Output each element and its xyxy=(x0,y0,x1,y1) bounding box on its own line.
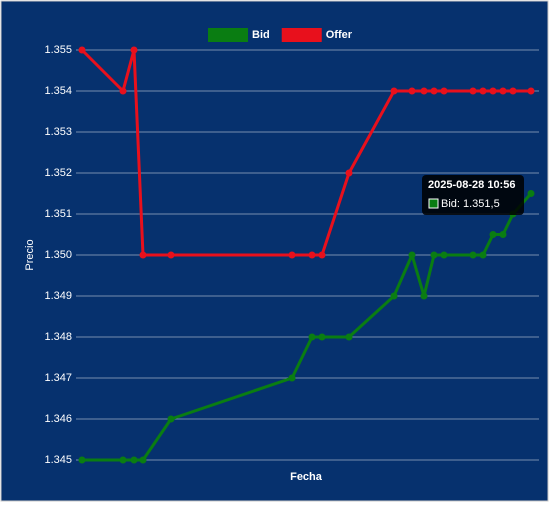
point xyxy=(489,87,497,95)
tooltip-title: 2025-08-28 10:56 xyxy=(428,179,515,191)
y-tick-label: 1.346 xyxy=(44,413,72,425)
legend-label: Bid xyxy=(252,29,270,41)
point xyxy=(390,292,398,300)
point xyxy=(479,251,487,259)
point xyxy=(78,456,86,464)
point xyxy=(167,251,175,259)
point xyxy=(345,169,353,177)
y-tick-label: 1.355 xyxy=(44,44,72,56)
point xyxy=(130,456,138,464)
point xyxy=(119,456,127,464)
point xyxy=(119,87,127,95)
y-tick-label: 1.349 xyxy=(44,290,72,302)
point xyxy=(308,333,316,341)
y-tick-label: 1.352 xyxy=(44,167,72,179)
y-tick-label: 1.345 xyxy=(44,454,72,466)
y-tick-label: 1.350 xyxy=(44,249,72,261)
point xyxy=(308,251,316,259)
tooltip-box xyxy=(422,175,524,215)
point xyxy=(469,87,477,95)
legend-swatch xyxy=(208,28,248,42)
series-line xyxy=(82,192,533,462)
point xyxy=(408,251,416,259)
point xyxy=(440,87,448,95)
point xyxy=(390,87,398,95)
point xyxy=(479,87,487,95)
point xyxy=(489,231,497,238)
legend-swatch xyxy=(281,28,322,42)
y-tick-label: 1.348 xyxy=(44,331,72,343)
point xyxy=(78,46,86,54)
point xyxy=(527,190,535,197)
legend-label: Offer xyxy=(326,29,353,41)
y-tick-label: 1.354 xyxy=(44,85,72,97)
point xyxy=(440,251,448,259)
point xyxy=(288,374,296,382)
x-axis-label: Fecha xyxy=(290,471,323,483)
point xyxy=(318,333,326,341)
point xyxy=(430,87,438,95)
point xyxy=(499,231,507,238)
point xyxy=(469,251,477,259)
y-axis-label: Precio xyxy=(24,239,36,270)
y-tick-label: 1.353 xyxy=(44,126,72,138)
point xyxy=(420,87,428,95)
point xyxy=(408,87,416,95)
point xyxy=(130,46,138,54)
point xyxy=(509,87,517,95)
y-tick-label: 1.351 xyxy=(44,208,72,220)
point xyxy=(345,333,353,341)
point xyxy=(420,292,428,300)
y-tick-label: 1.347 xyxy=(44,372,72,384)
point xyxy=(167,415,175,423)
tooltip-swatch xyxy=(428,198,439,209)
point xyxy=(499,87,507,95)
point xyxy=(139,456,147,464)
tooltip-label: Bid: 1.351,5 xyxy=(441,198,500,210)
point xyxy=(139,251,147,259)
point xyxy=(430,251,438,259)
point xyxy=(288,251,296,259)
point xyxy=(318,251,326,259)
point xyxy=(527,87,535,95)
